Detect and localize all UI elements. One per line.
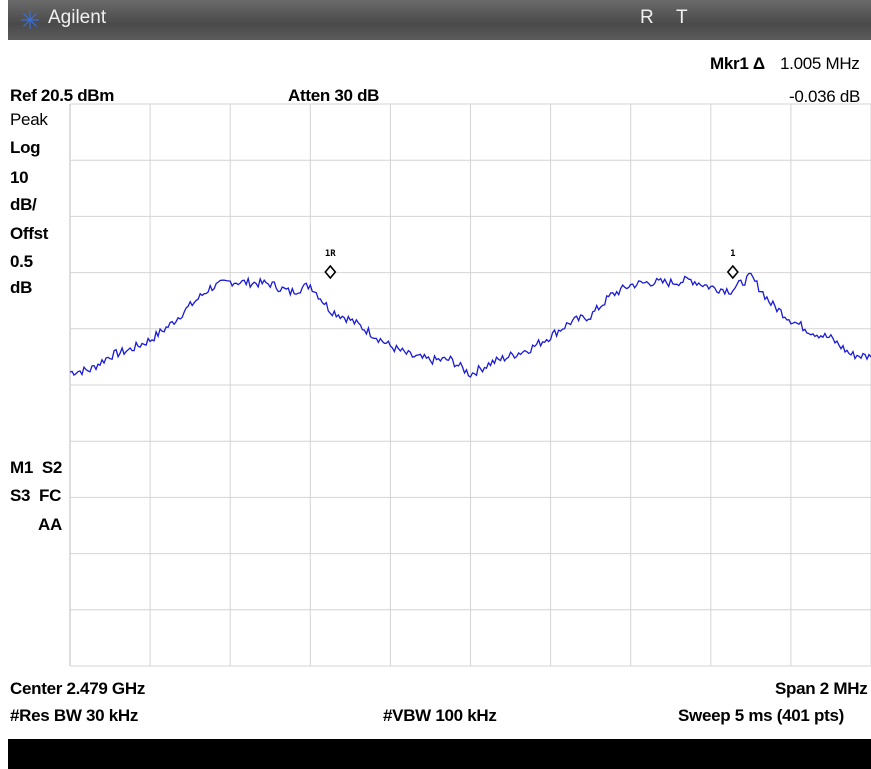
scale-unit: dB/ xyxy=(10,195,37,214)
mode-m1-s2: M1 S2 xyxy=(10,458,63,477)
offset-unit: dB xyxy=(10,278,33,297)
span: Span 2 MHz xyxy=(775,679,868,698)
brand-label: Agilent xyxy=(48,7,107,28)
marker-label: Mkr1 Δ xyxy=(710,54,765,73)
softkey-bar xyxy=(8,739,871,769)
video-bandwidth: #VBW 100 kHz xyxy=(383,706,497,725)
scale-log: Log xyxy=(10,138,41,157)
status-t: T xyxy=(676,7,688,28)
graticule xyxy=(69,103,871,667)
reference-marker-diamond xyxy=(324,264,337,280)
scale-value: 10 xyxy=(10,168,29,187)
detector-label: Peak xyxy=(10,110,48,129)
sweep-time: Sweep 5 ms (401 pts) xyxy=(678,706,844,725)
center-frequency: Center 2.479 GHz xyxy=(10,679,146,698)
mode-s3-fc: S3 FC xyxy=(10,486,62,505)
offset-value: 0.5 xyxy=(10,252,33,271)
resolution-bandwidth: #Res BW 30 kHz xyxy=(10,706,139,725)
marker-frequency: 1.005 MHz xyxy=(780,54,860,73)
offset-label: Offst xyxy=(10,224,49,243)
reference-level: Ref 20.5 dBm xyxy=(10,86,115,105)
attenuation: Atten 30 dB xyxy=(288,86,380,105)
spectrum-trace xyxy=(69,272,871,378)
title-bar: Agilent R T xyxy=(8,0,871,40)
marker-group: 1R 1 xyxy=(324,249,739,280)
mode-aa: AA xyxy=(38,515,62,534)
marker-delta: -0.036 dB xyxy=(789,87,861,106)
delta-marker-diamond xyxy=(726,264,739,280)
status-r: R xyxy=(640,7,654,28)
reference-marker-label: 1R xyxy=(325,249,336,259)
delta-marker-label: 1 xyxy=(730,249,735,259)
agilent-logo-icon xyxy=(21,11,39,29)
